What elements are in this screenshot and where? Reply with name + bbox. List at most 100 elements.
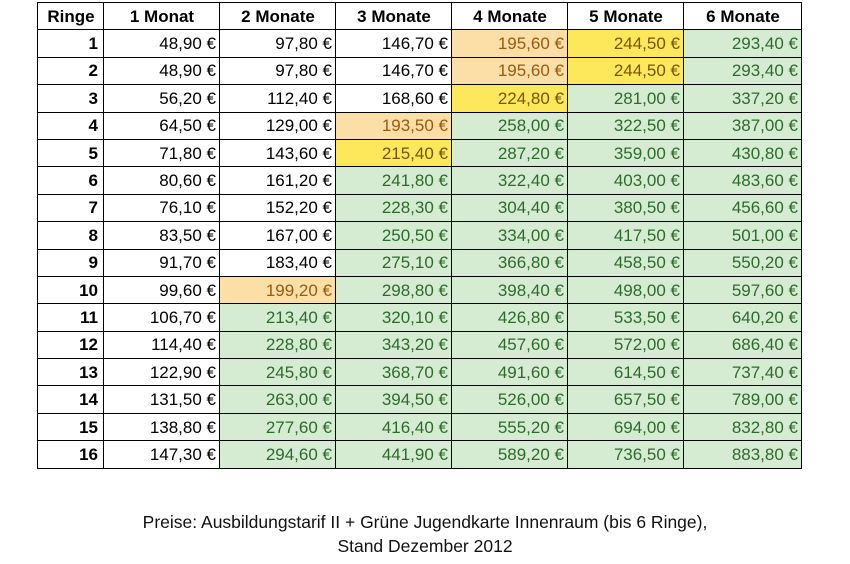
price-cell: 183,40 € <box>219 248 336 277</box>
ring-count: 3 <box>37 84 104 113</box>
price-cell: 293,40 € <box>683 56 802 86</box>
header-ringe: Ringe <box>37 1 104 31</box>
price-cell: 263,00 € <box>219 385 336 414</box>
price-cell: 832,80 € <box>683 412 802 442</box>
price-cell: 64,50 € <box>103 111 220 140</box>
price-cell: 403,00 € <box>567 166 684 195</box>
table-row: 6 80,60 €161,20 €241,80 €322,40 €403,00 €… <box>37 166 802 195</box>
price-cell: 322,50 € <box>567 111 684 140</box>
ring-count: 14 <box>37 385 104 414</box>
price-cell: 48,90 € <box>103 56 220 86</box>
price-cell: 368,70 € <box>335 358 452 387</box>
price-cell: 146,70 € <box>335 56 452 86</box>
table-row: 2 48,90 €97,80 €146,70 €195,60 €244,50 €2… <box>37 56 802 86</box>
ring-count: 11 <box>37 303 104 332</box>
price-cell: 48,90 € <box>103 29 220 58</box>
price-cell: 640,20 € <box>683 303 802 332</box>
price-cell: 147,30 € <box>103 440 220 469</box>
header-3-monate: 3 Monate <box>335 1 452 31</box>
table-row: 15 138,80 €277,60 €416,40 €555,20 €694,00… <box>37 412 802 442</box>
caption-line-2: Stand Dezember 2012 <box>337 536 513 556</box>
table-row: 14 131,50 €263,00 €394,50 €526,00 €657,50… <box>37 385 802 414</box>
price-cell: 83,50 € <box>103 221 220 250</box>
price-cell: 366,80 € <box>451 248 568 277</box>
header-4-monate: 4 Monate <box>451 1 568 31</box>
ring-count: 12 <box>37 330 104 360</box>
price-cell: 334,00 € <box>451 221 568 250</box>
price-cell: 589,20 € <box>451 440 568 469</box>
price-cell: 213,40 € <box>219 303 336 332</box>
price-cell: 416,40 € <box>335 412 452 442</box>
price-cell: 694,00 € <box>567 412 684 442</box>
price-cell: 394,50 € <box>335 385 452 414</box>
price-cell: 304,40 € <box>451 193 568 223</box>
price-cell: 112,40 € <box>219 84 336 113</box>
price-cell: 501,00 € <box>683 221 802 250</box>
price-cell: 71,80 € <box>103 138 220 168</box>
ring-count: 4 <box>37 111 104 140</box>
ring-count: 5 <box>37 138 104 168</box>
price-cell: 555,20 € <box>451 412 568 442</box>
table-row: 10 99,60 €199,20 €298,80 €398,40 €498,00 … <box>37 275 802 305</box>
price-cell: 193,50 € <box>335 111 452 140</box>
price-cell: 736,50 € <box>567 440 684 469</box>
ring-count: 8 <box>37 221 104 250</box>
price-cell: 244,50 € <box>567 56 684 86</box>
price-cell: 80,60 € <box>103 166 220 195</box>
price-cell: 195,60 € <box>451 29 568 58</box>
price-cell: 250,50 € <box>335 221 452 250</box>
table-row: 8 83,50 €167,00 €250,50 €334,00 €417,50 €… <box>37 221 802 250</box>
price-cell: 686,40 € <box>683 330 802 360</box>
price-cell: 199,20 € <box>219 275 336 305</box>
price-cell: 97,80 € <box>219 29 336 58</box>
ring-count: 13 <box>37 358 104 387</box>
header-6-monate: 6 Monate <box>683 1 802 31</box>
price-cell: 161,20 € <box>219 166 336 195</box>
price-cell: 97,80 € <box>219 56 336 86</box>
table-row: 12 114,40 €228,80 €343,20 €457,60 €572,00… <box>37 330 802 360</box>
price-cell: 143,60 € <box>219 138 336 168</box>
price-cell: 241,80 € <box>335 166 452 195</box>
price-table: Ringe 1 Monat 2 Monate 3 Monate 4 Monate… <box>37 1 802 469</box>
price-cell: 168,60 € <box>335 84 452 113</box>
price-cell: 287,20 € <box>451 138 568 168</box>
price-cell: 337,20 € <box>683 84 802 113</box>
header-5-monate: 5 Monate <box>567 1 684 31</box>
price-cell: 228,30 € <box>335 193 452 223</box>
table-row: 9 91,70 €183,40 €275,10 €366,80 €458,50 €… <box>37 248 802 277</box>
price-cell: 387,00 € <box>683 111 802 140</box>
price-cell: 398,40 € <box>451 275 568 305</box>
price-cell: 294,60 € <box>219 440 336 469</box>
price-cell: 277,60 € <box>219 412 336 442</box>
price-cell: 99,60 € <box>103 275 220 305</box>
price-cell: 56,20 € <box>103 84 220 113</box>
price-cell: 456,60 € <box>683 193 802 223</box>
price-cell: 167,00 € <box>219 221 336 250</box>
price-cell: 228,80 € <box>219 330 336 360</box>
price-cell: 146,70 € <box>335 29 452 58</box>
price-cell: 224,80 € <box>451 84 568 113</box>
ring-count: 16 <box>37 440 104 469</box>
table-row: 13 122,90 €245,80 €368,70 €491,60 €614,50… <box>37 358 802 387</box>
table-row: 3 56,20 €112,40 €168,60 €224,80 €281,00 €… <box>37 84 802 113</box>
price-cell: 275,10 € <box>335 248 452 277</box>
price-cell: 483,60 € <box>683 166 802 195</box>
ring-count: 9 <box>37 248 104 277</box>
price-cell: 883,80 € <box>683 440 802 469</box>
table-row: 1 48,90 €97,80 €146,70 €195,60 €244,50 €2… <box>37 29 802 58</box>
price-cell: 458,50 € <box>567 248 684 277</box>
price-cell: 129,00 € <box>219 111 336 140</box>
price-cell: 657,50 € <box>567 385 684 414</box>
price-cell: 138,80 € <box>103 412 220 442</box>
table-row: 4 64,50 €129,00 €193,50 €258,00 €322,50 €… <box>37 111 802 140</box>
header-row: Ringe 1 Monat 2 Monate 3 Monate 4 Monate… <box>37 1 802 31</box>
price-cell: 114,40 € <box>103 330 220 360</box>
price-cell: 426,80 € <box>451 303 568 332</box>
price-cell: 343,20 € <box>335 330 452 360</box>
price-cell: 430,80 € <box>683 138 802 168</box>
price-cell: 457,60 € <box>451 330 568 360</box>
price-cell: 195,60 € <box>451 56 568 86</box>
table-row: 16 147,30 €294,60 €441,90 €589,20 €736,50… <box>37 440 802 469</box>
ring-count: 15 <box>37 412 104 442</box>
price-cell: 91,70 € <box>103 248 220 277</box>
